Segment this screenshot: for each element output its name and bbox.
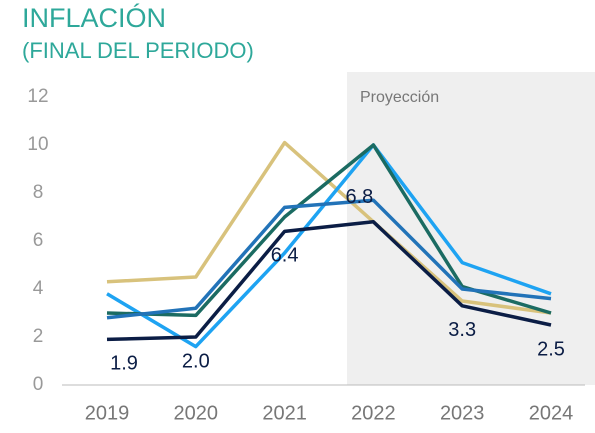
- annotation: Proyección: [360, 89, 439, 106]
- chart-subtitle: (FINAL DEL PERIODO): [22, 38, 254, 63]
- x-tick-label: 2019: [85, 402, 130, 424]
- y-tick-label: 4: [33, 278, 44, 299]
- data-label: 2.5: [537, 338, 565, 360]
- y-tick-label: 6: [33, 230, 44, 251]
- x-tick-label: 2024: [529, 402, 574, 424]
- y-tick-label: 12: [27, 86, 48, 107]
- y-tick-label: 2: [33, 326, 44, 347]
- data-label: 6.8: [345, 186, 373, 208]
- series-line: [106, 220, 552, 342]
- data-label: 1.9: [110, 353, 138, 375]
- x-tick-label: 2020: [174, 402, 219, 424]
- y-tick-label: 10: [27, 134, 48, 155]
- x-tick-label: 2023: [440, 402, 485, 424]
- x-tick-label: 2022: [351, 402, 396, 424]
- y-tick-label: 8: [33, 182, 44, 203]
- x-tick-label: 2021: [262, 402, 307, 424]
- projection-shade: [347, 72, 595, 385]
- data-label: 2.0: [182, 350, 210, 372]
- y-tick-label: 0: [33, 374, 44, 395]
- data-label: 6.4: [271, 245, 299, 267]
- series-line: [106, 198, 552, 320]
- chart-title: INFLACIÓN: [22, 2, 166, 33]
- data-label: 3.3: [448, 319, 476, 341]
